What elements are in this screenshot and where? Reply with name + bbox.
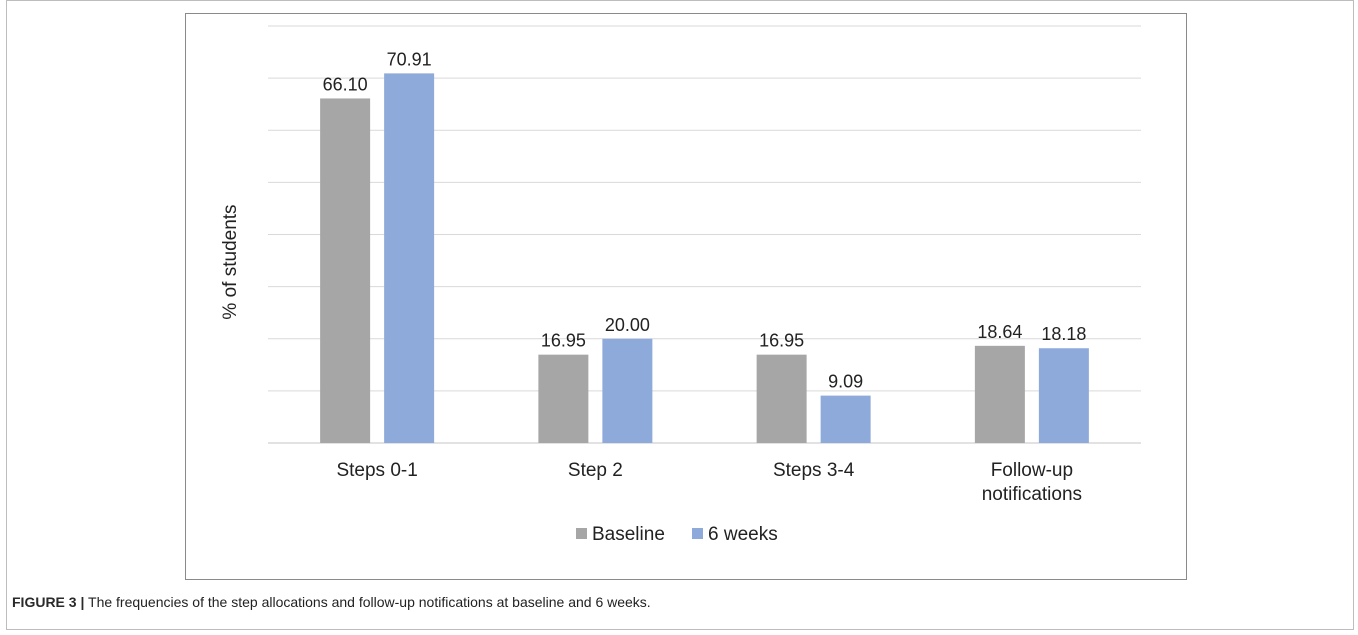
bars — [320, 73, 1089, 444]
category-label: Steps 0-1 — [336, 460, 417, 481]
caption-text: The frequencies of the step allocations … — [84, 594, 651, 610]
bar-6-weeks — [384, 73, 435, 443]
legend-label: 6 weeks — [708, 524, 778, 545]
legend-swatch — [692, 528, 703, 539]
bar-6-weeks — [602, 338, 653, 443]
data-label: 70.91 — [387, 49, 432, 69]
bar-6-weeks — [820, 395, 871, 443]
category-label: Steps 3-4 — [773, 460, 855, 481]
data-label: 16.95 — [759, 331, 804, 351]
bar-6-weeks — [1038, 348, 1089, 443]
legend-swatch — [576, 528, 587, 539]
bar-baseline — [538, 354, 589, 443]
data-label: 16.95 — [541, 331, 586, 351]
bar-baseline — [974, 345, 1025, 443]
bar-baseline — [756, 354, 807, 443]
category-labels: Steps 0-1 Step 2 Steps 3-4 Follow-up notific… — [336, 460, 1082, 505]
legend: Baseline 6 weeks — [576, 524, 778, 545]
bar-baseline — [320, 98, 371, 444]
data-label: 66.10 — [323, 74, 368, 94]
data-label: 18.64 — [977, 322, 1022, 342]
data-labels: 66.10 70.91 16.95 20.00 16.95 9.09 18.64 18.18 — [323, 49, 1087, 391]
legend-label: Baseline — [592, 524, 665, 545]
y-axis-label: % of students — [220, 204, 241, 319]
category-label: Step 2 — [568, 460, 623, 481]
caption-label: FIGURE 3 | — [12, 594, 85, 610]
figure-caption: FIGURE 3 | The frequencies of the step a… — [12, 594, 1342, 610]
category-label: Follow-up notifications — [982, 460, 1082, 505]
data-label: 9.09 — [828, 372, 863, 392]
data-label: 20.00 — [605, 315, 650, 335]
chart-container: 66.10 70.91 16.95 20.00 16.95 9.09 18.64 18.18 … — [185, 13, 1187, 580]
data-label: 18.18 — [1041, 324, 1086, 344]
